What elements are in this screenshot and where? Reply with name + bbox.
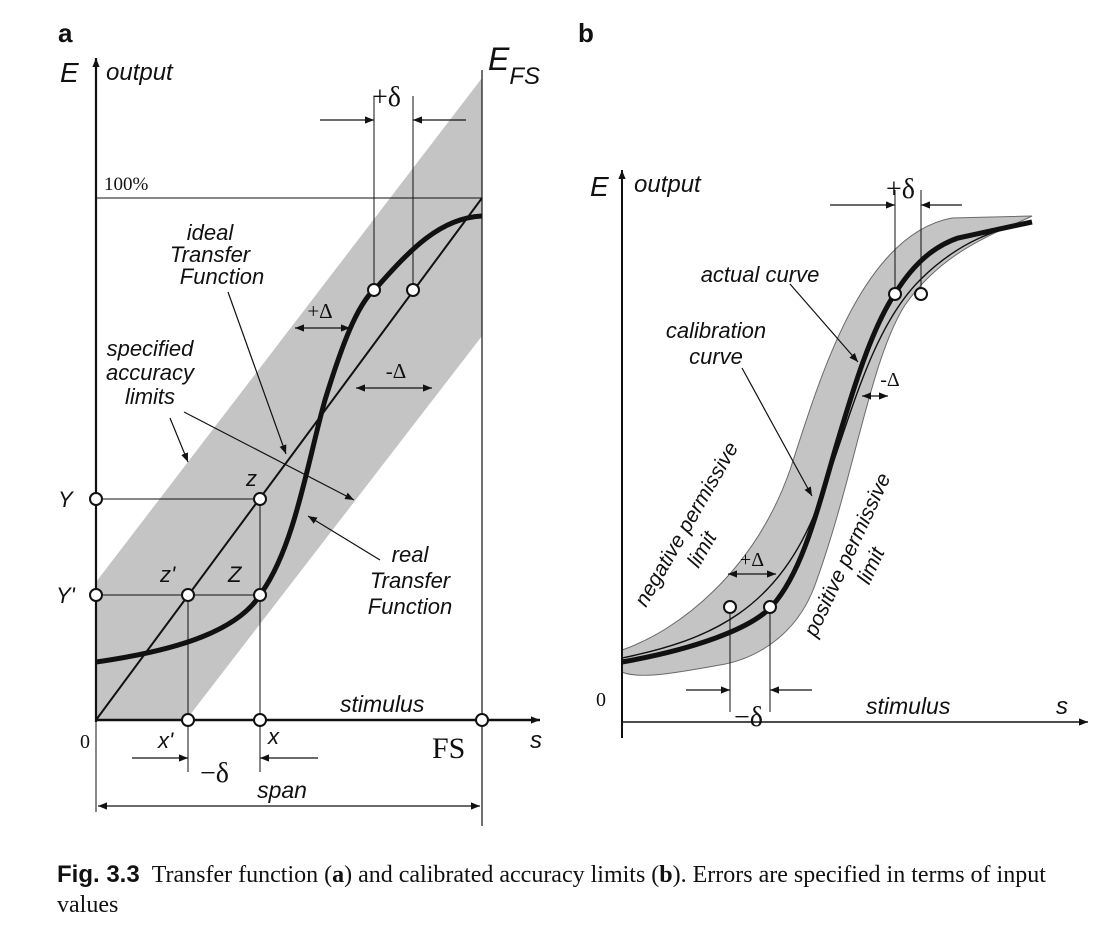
label-Y: Y [58, 487, 74, 512]
label-E-FS: EFS [488, 41, 540, 90]
label-real-1: real [392, 542, 430, 567]
label-minus-delta-a: −δ [200, 758, 229, 789]
label-z: z [245, 466, 257, 491]
leader-specified-lower [183, 411, 355, 501]
label-E-b: E [590, 171, 609, 202]
label-specified-3: limits [125, 384, 175, 409]
label-z-prime: z' [159, 562, 176, 587]
leader-actual-curve [789, 283, 859, 363]
label-x: x [267, 724, 280, 749]
label-minus-delta-b: −δ [734, 702, 763, 733]
label-Y-prime: Y' [56, 583, 76, 608]
label-actual-curve: actual curve [701, 262, 820, 287]
label-specified-1: specified [107, 336, 195, 361]
label-plus-delta-a: +δ [372, 82, 401, 113]
point-x-prime [181, 713, 195, 727]
label-stimulus-a: stimulus [340, 691, 425, 717]
label-Z: Z [227, 562, 243, 587]
label-s-b: s [1056, 693, 1068, 720]
label-calibration-2: curve [689, 344, 743, 369]
point-Y [89, 492, 103, 506]
point-minus-delta-b-left [723, 600, 737, 614]
real-transfer-curve [95, 213, 483, 665]
point-plus-delta-right [406, 283, 420, 297]
caption-text-2: ) and calibrated accuracy limits ( [344, 862, 660, 888]
point-x [253, 713, 267, 727]
caption-b: b [659, 862, 673, 888]
diagram-canvas: E output EFS 100% +δ ideal Transfer Func… [56, 41, 1088, 826]
panel-b: E output +δ actual curve calibration cur… [590, 170, 1088, 738]
label-FS: FS [432, 732, 465, 765]
point-plus-delta-b-left [888, 287, 902, 301]
label-real-2: Transfer [370, 568, 452, 593]
leader-real [307, 515, 381, 561]
label-minus-Delta-a: -Δ [386, 359, 407, 383]
label-real-3: Function [368, 594, 452, 619]
label-span: span [257, 777, 307, 803]
label-plus-Delta-a: +Δ [307, 299, 332, 323]
label-plus-Delta-b: +Δ [740, 549, 764, 571]
label-E-a: E [60, 57, 79, 88]
point-plus-delta-left [367, 283, 381, 297]
panel-b-letter: b [578, 18, 594, 48]
label-ideal-1: ideal [187, 220, 235, 245]
label-ideal-2: Transfer [170, 242, 252, 267]
point-Y-prime [89, 588, 103, 602]
permissive-band-b [621, 215, 1033, 676]
label-calibration-1: calibration [666, 318, 766, 343]
panel-a-letter: a [58, 18, 73, 48]
point-Z [253, 588, 267, 602]
label-s-a: s [530, 727, 542, 754]
figure-number: Fig. 3.3 [57, 861, 140, 888]
caption-a: a [332, 862, 345, 888]
label-plus-delta-b: +δ [886, 174, 915, 205]
label-stimulus-b: stimulus [866, 693, 951, 719]
caption-text-1: Transfer function ( [151, 862, 333, 888]
label-minus-Delta-b: -Δ [880, 369, 900, 391]
label-specified-2: accuracy [106, 360, 196, 385]
label-x-prime: x' [157, 728, 174, 753]
point-z-prime [181, 588, 195, 602]
leader-ideal [227, 291, 287, 455]
label-output-a: output [106, 59, 174, 86]
label-zero-a: 0 [80, 731, 90, 753]
label-100-percent: 100% [104, 174, 149, 195]
label-ideal-3: Function [180, 264, 264, 289]
point-z [253, 492, 267, 506]
figure-caption: Fig. 3.3 Transfer function (a) and calib… [57, 860, 1077, 920]
caption-text-3: ). Errors are specified in terms of inpu… [57, 862, 1046, 918]
accuracy-band-a [96, 78, 482, 720]
point-plus-delta-b-right [914, 287, 928, 301]
leader-calibration-curve [741, 367, 813, 497]
actual-curve [621, 219, 1033, 665]
label-zero-b: 0 [596, 689, 606, 711]
label-output-b: output [634, 171, 702, 198]
ideal-transfer-line [95, 197, 483, 721]
panel-a: E output EFS 100% +δ ideal Transfer Func… [56, 41, 542, 826]
point-FS [475, 713, 489, 727]
leader-specified-upper [169, 417, 189, 463]
calibration-curve [621, 221, 1033, 659]
point-minus-delta-b-right [763, 600, 777, 614]
